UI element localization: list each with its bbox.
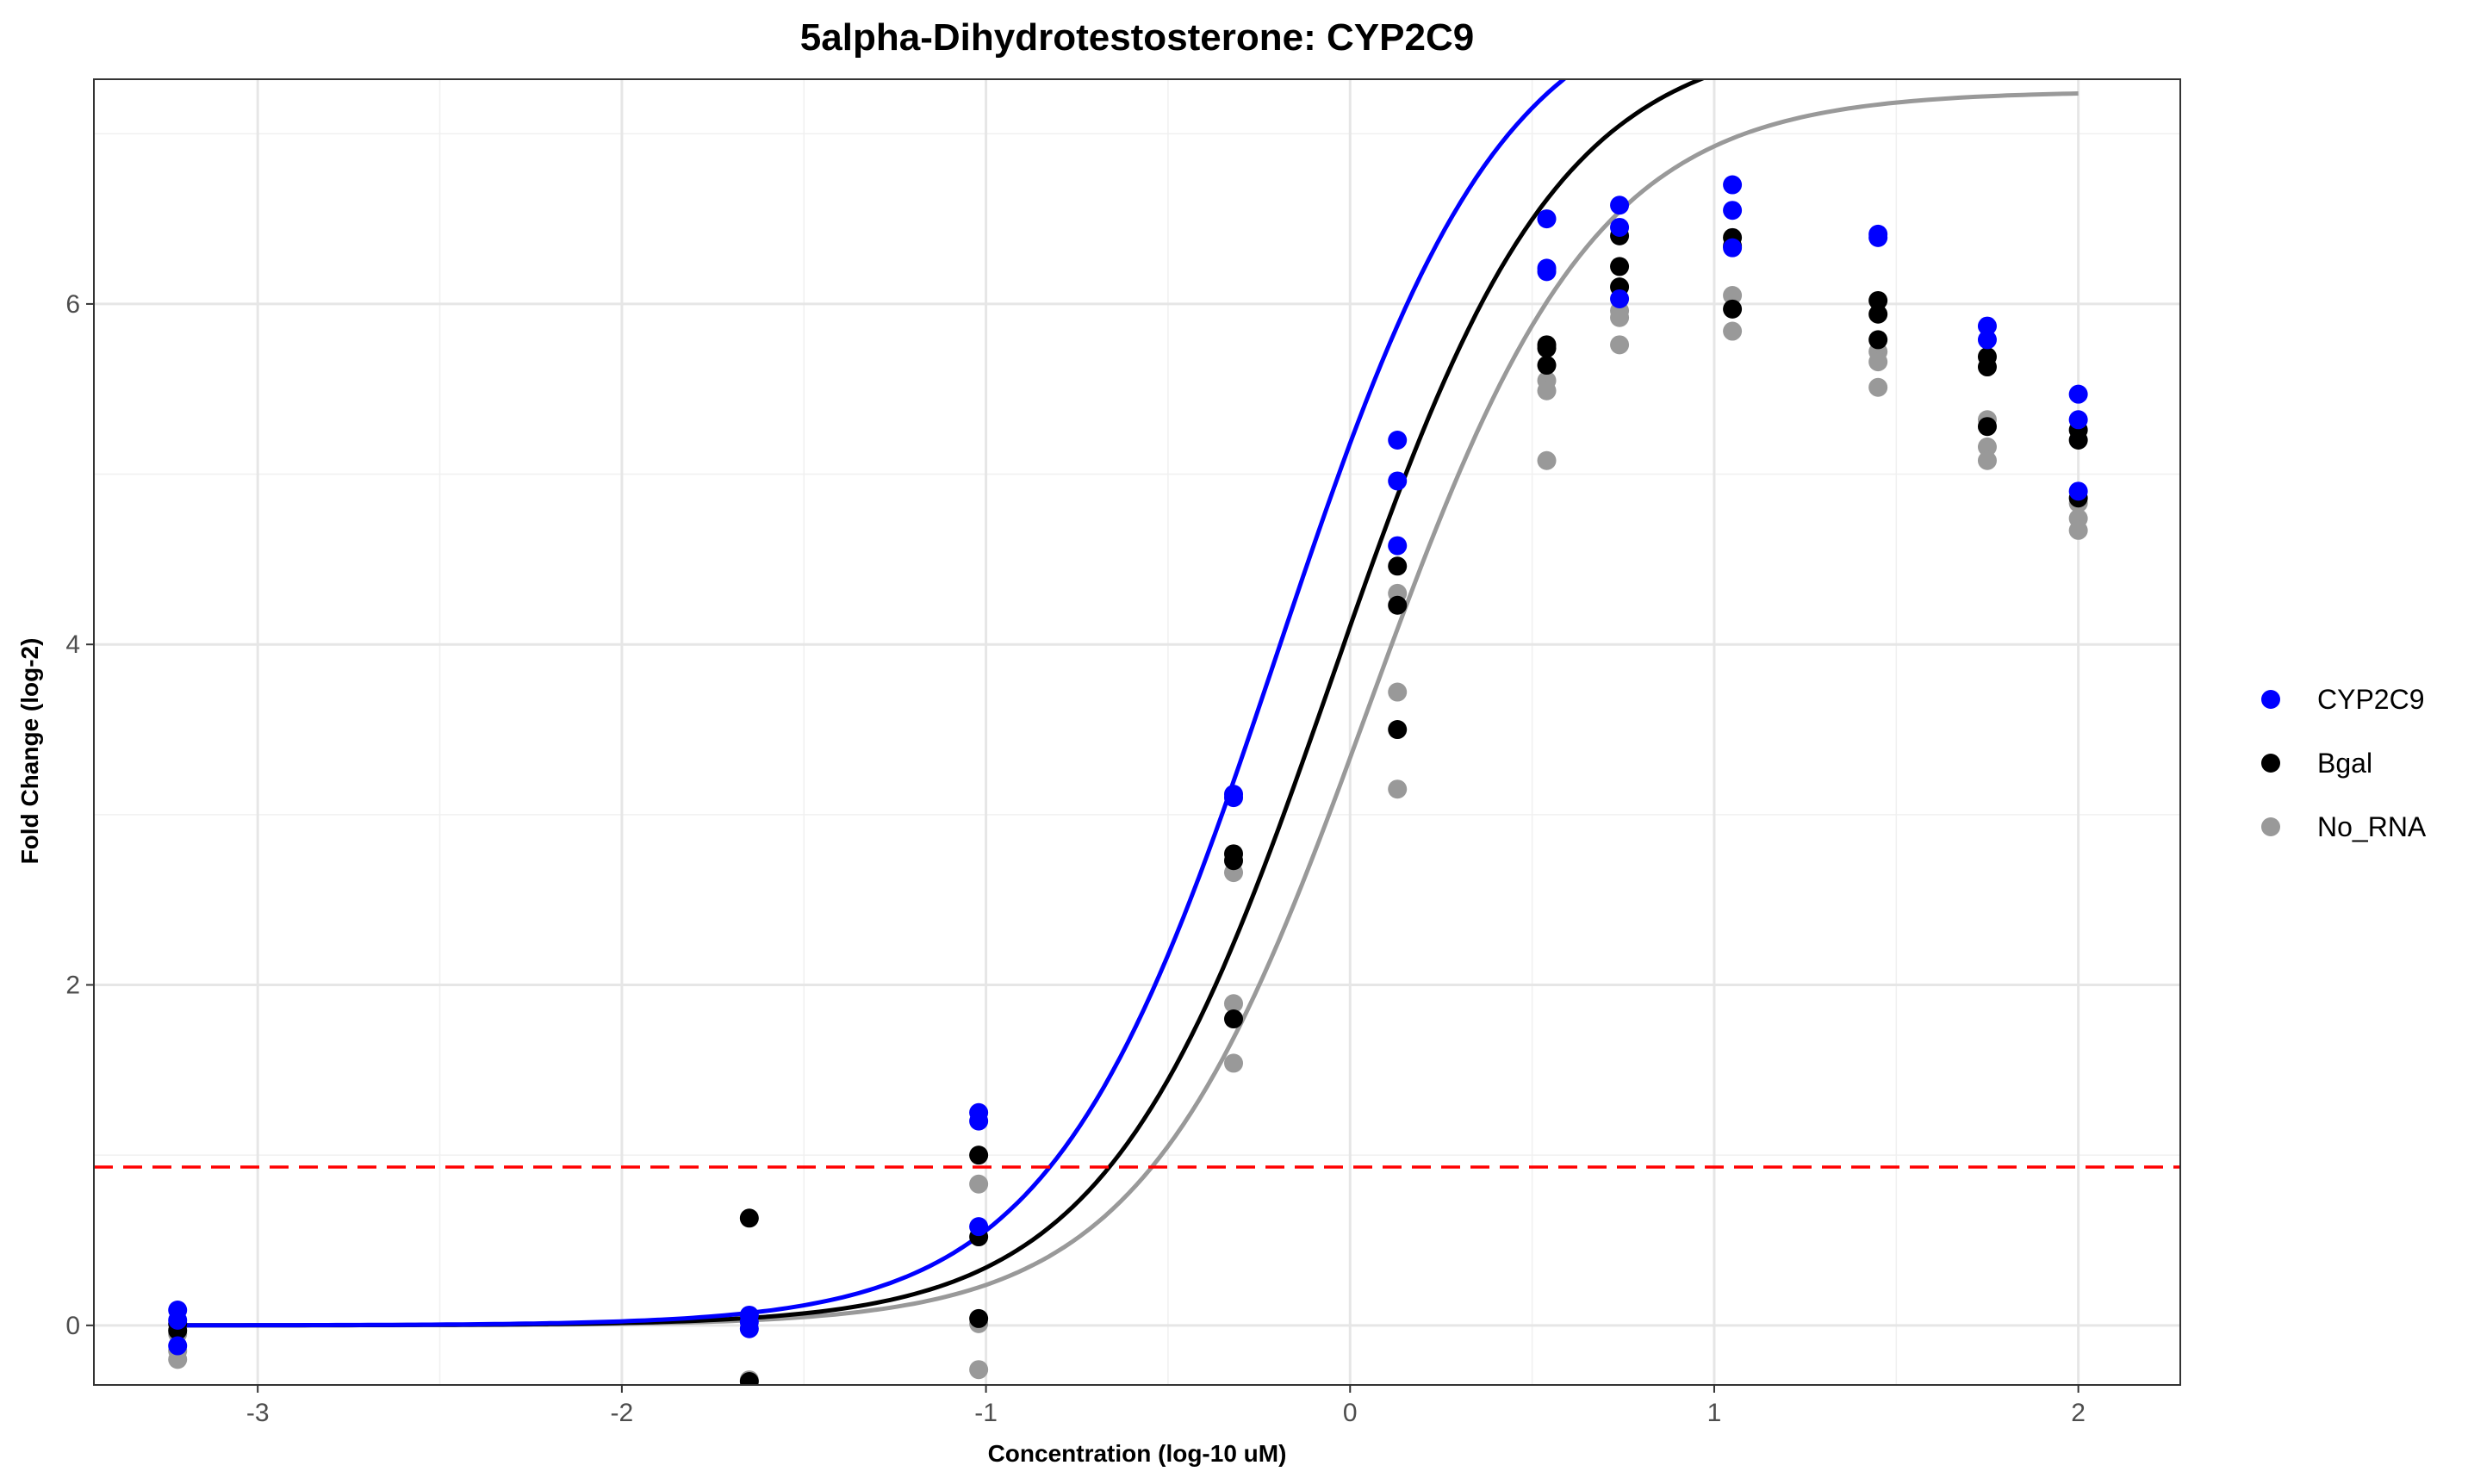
data-point-bgal: [1977, 357, 1997, 377]
data-point-no-rna: [969, 1360, 989, 1380]
data-point-cyp2c9: [2068, 410, 2088, 430]
y-tick-label: 0: [65, 1312, 80, 1340]
data-point-no-rna: [1388, 779, 1408, 799]
legend-label-no-rna: No_RNA: [2317, 811, 2427, 842]
fit-curves: [177, 79, 2079, 1328]
data-point-cyp2c9: [1977, 316, 1997, 336]
legend-key-cyp2c9: [2261, 690, 2280, 709]
data-point-no-rna: [1610, 307, 1630, 327]
data-point-cyp2c9: [969, 1111, 989, 1131]
data-point-bgal: [1537, 356, 1557, 376]
grid: [94, 79, 2180, 1385]
legend-label-cyp2c9: CYP2C9: [2317, 684, 2425, 715]
data-point-cyp2c9: [2068, 384, 2088, 404]
data-point-no-rna: [2068, 520, 2088, 540]
data-point-bgal: [1224, 851, 1244, 871]
data-point-cyp2c9: [1224, 788, 1244, 808]
x-tick-label: -1: [974, 1399, 998, 1427]
x-tick-label: 2: [2071, 1399, 2086, 1427]
data-point-no-rna: [1224, 1053, 1244, 1073]
data-point-cyp2c9: [1610, 289, 1630, 308]
data-point-cyp2c9: [1388, 471, 1408, 491]
data-points: [168, 175, 2088, 1385]
data-point-bgal: [1868, 330, 1888, 350]
data-point-cyp2c9: [168, 1336, 188, 1356]
y-tick-label: 2: [65, 972, 80, 1000]
data-point-no-rna: [1977, 450, 1997, 470]
legend: CYP2C9 Bgal No_RNA: [2261, 684, 2427, 842]
data-point-no-rna: [969, 1174, 989, 1194]
data-point-cyp2c9: [1388, 536, 1408, 556]
fit-curve-cyp2c9: [177, 79, 1568, 1328]
data-point-bgal: [1610, 257, 1630, 276]
x-tick-label: -3: [246, 1399, 270, 1427]
data-point-bgal: [739, 1208, 759, 1228]
data-point-no-rna: [168, 1350, 188, 1369]
x-tick-label: 0: [1343, 1399, 1358, 1427]
data-point-no-rna: [1977, 437, 1997, 456]
data-point-bgal: [1868, 304, 1888, 324]
data-point-bgal: [1868, 290, 1888, 310]
data-point-cyp2c9: [739, 1319, 759, 1338]
data-point-cyp2c9: [1977, 330, 1997, 350]
data-point-bgal: [1388, 720, 1408, 740]
data-point-no-rna: [1224, 994, 1244, 1014]
data-point-cyp2c9: [1537, 262, 1557, 282]
legend-label-bgal: Bgal: [2317, 748, 2372, 779]
data-point-no-rna: [1723, 321, 1743, 341]
data-point-cyp2c9: [1868, 227, 1888, 247]
data-point-no-rna: [1388, 682, 1408, 702]
data-point-cyp2c9: [1388, 431, 1408, 450]
data-point-no-rna: [1723, 286, 1743, 306]
legend-key-bgal: [2261, 754, 2280, 773]
data-point-cyp2c9: [168, 1310, 188, 1330]
data-point-bgal: [1388, 556, 1408, 576]
data-point-bgal: [2068, 431, 2088, 450]
data-point-cyp2c9: [969, 1217, 989, 1237]
x-axis-title: Concentration (log-10 uM): [988, 1440, 1287, 1467]
data-point-no-rna: [1537, 450, 1557, 470]
data-point-bgal: [1537, 338, 1557, 358]
y-tick-label: 6: [65, 290, 80, 319]
chart-title: 5alpha-Dihydrotestosterone: CYP2C9: [800, 16, 1474, 59]
data-point-no-rna: [1537, 381, 1557, 400]
data-point-cyp2c9: [1723, 175, 1743, 195]
data-point-cyp2c9: [1723, 238, 1743, 258]
data-point-bgal: [1388, 595, 1408, 615]
x-tick-label: -2: [611, 1399, 634, 1427]
data-point-no-rna: [1610, 335, 1630, 355]
panel-border: [93, 78, 2181, 1386]
data-point-cyp2c9: [2068, 481, 2088, 501]
data-point-bgal: [739, 1372, 759, 1385]
data-point-bgal: [1723, 299, 1743, 319]
legend-key-no-rna: [2261, 817, 2280, 836]
data-point-no-rna: [1868, 352, 1888, 372]
axis-ticks: -3 -2 -1 0 1 2 0 2 4 6: [65, 290, 2086, 1427]
x-tick-label: 1: [1707, 1399, 1722, 1427]
data-point-cyp2c9: [1610, 196, 1630, 215]
data-point-cyp2c9: [1723, 201, 1743, 220]
fit-curve-bgal: [177, 79, 1706, 1328]
y-tick-label: 4: [65, 630, 80, 659]
data-point-cyp2c9: [1610, 217, 1630, 237]
data-point-bgal: [969, 1146, 989, 1165]
data-point-bgal: [969, 1308, 989, 1328]
data-point-bgal: [1977, 417, 1997, 437]
data-point-bgal: [1224, 1009, 1244, 1029]
data-point-cyp2c9: [1537, 209, 1557, 229]
y-axis-title: Fold Change (log-2): [16, 638, 43, 865]
data-point-no-rna: [1868, 377, 1888, 397]
